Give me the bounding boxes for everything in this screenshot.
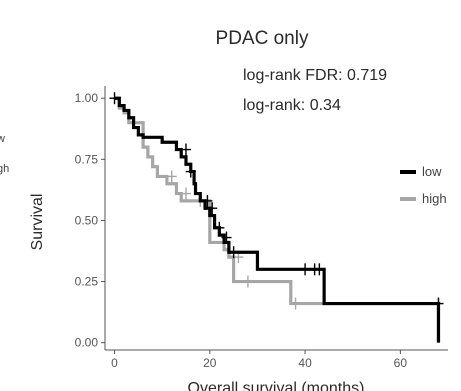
censor-mark-low xyxy=(180,143,191,156)
legend-label-low: low xyxy=(422,164,442,179)
x-axis-title: Overall survival (months) xyxy=(188,380,365,391)
x-tick-label: 40 xyxy=(298,356,312,370)
censor-mark-low xyxy=(202,194,213,207)
y-tick-label: 0.00 xyxy=(75,336,99,350)
chart-title: PDAC only xyxy=(216,28,309,49)
cropped-label-fragment-1: w xyxy=(0,133,5,145)
censor-mark-high xyxy=(242,275,253,288)
censor-mark-low xyxy=(214,221,225,234)
y-tick-label: 0.50 xyxy=(75,213,99,227)
censor-mark-high xyxy=(290,297,301,310)
censor-mark-high xyxy=(180,187,191,200)
annotation-fdr: log-rank FDR: 0.719 xyxy=(243,67,387,84)
censor-mark-low xyxy=(185,165,196,178)
x-tick-label: 0 xyxy=(111,356,118,370)
plot-area xyxy=(109,92,444,343)
censor-mark-low xyxy=(433,297,444,310)
axes: 0.00 0.25 0.50 0.75 1.00 0 20 40 60 xyxy=(75,86,448,370)
y-axis-title: Survival xyxy=(29,194,46,251)
series-line-high xyxy=(114,96,441,343)
x-tick-label: 20 xyxy=(203,356,217,370)
y-tick-label: 1.00 xyxy=(75,91,99,105)
y-tick-label: 0.25 xyxy=(75,275,99,289)
legend-label-high: high xyxy=(422,191,447,206)
cropped-label-fragment-2: gh xyxy=(0,163,9,175)
censor-mark-low xyxy=(221,231,232,244)
censor-mark-low xyxy=(207,202,218,215)
series-line-low xyxy=(114,96,441,343)
censor-mark-high xyxy=(166,170,177,183)
censor-mark-low xyxy=(228,246,239,259)
annotation-logrank: log-rank: 0.34 xyxy=(243,97,341,114)
censor-mark-low xyxy=(109,92,120,105)
y-tick-label: 0.75 xyxy=(75,152,99,166)
x-tick-label: 60 xyxy=(394,356,408,370)
legend: low high xyxy=(400,164,447,206)
censor-mark-low xyxy=(314,263,325,276)
censor-mark-low xyxy=(300,263,311,276)
